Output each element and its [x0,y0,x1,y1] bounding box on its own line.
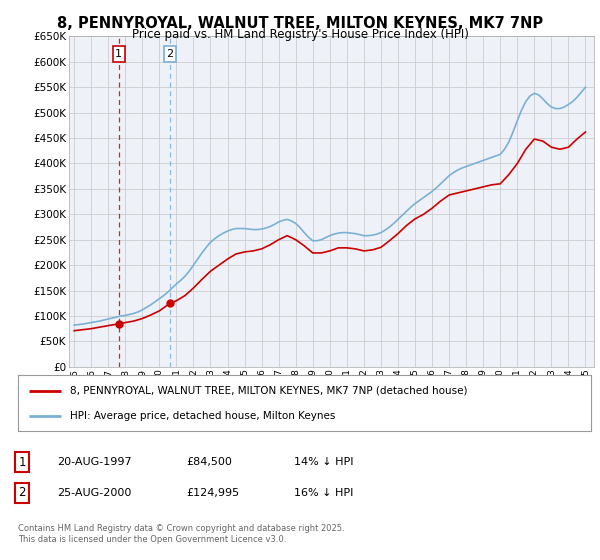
Text: 2: 2 [18,486,26,500]
Text: £124,995: £124,995 [186,488,239,498]
Text: Price paid vs. HM Land Registry's House Price Index (HPI): Price paid vs. HM Land Registry's House … [131,28,469,41]
Text: 1: 1 [18,455,26,469]
Text: 1: 1 [115,49,122,59]
Text: 25-AUG-2000: 25-AUG-2000 [57,488,131,498]
Text: 8, PENNYROYAL, WALNUT TREE, MILTON KEYNES, MK7 7NP (detached house): 8, PENNYROYAL, WALNUT TREE, MILTON KEYNE… [70,386,467,396]
Text: £84,500: £84,500 [186,457,232,467]
Text: 2: 2 [166,49,173,59]
Text: 8, PENNYROYAL, WALNUT TREE, MILTON KEYNES, MK7 7NP: 8, PENNYROYAL, WALNUT TREE, MILTON KEYNE… [57,16,543,31]
Text: 14% ↓ HPI: 14% ↓ HPI [294,457,353,467]
Text: HPI: Average price, detached house, Milton Keynes: HPI: Average price, detached house, Milt… [70,410,335,421]
Text: 20-AUG-1997: 20-AUG-1997 [57,457,131,467]
Text: Contains HM Land Registry data © Crown copyright and database right 2025.
This d: Contains HM Land Registry data © Crown c… [18,524,344,544]
Text: 16% ↓ HPI: 16% ↓ HPI [294,488,353,498]
